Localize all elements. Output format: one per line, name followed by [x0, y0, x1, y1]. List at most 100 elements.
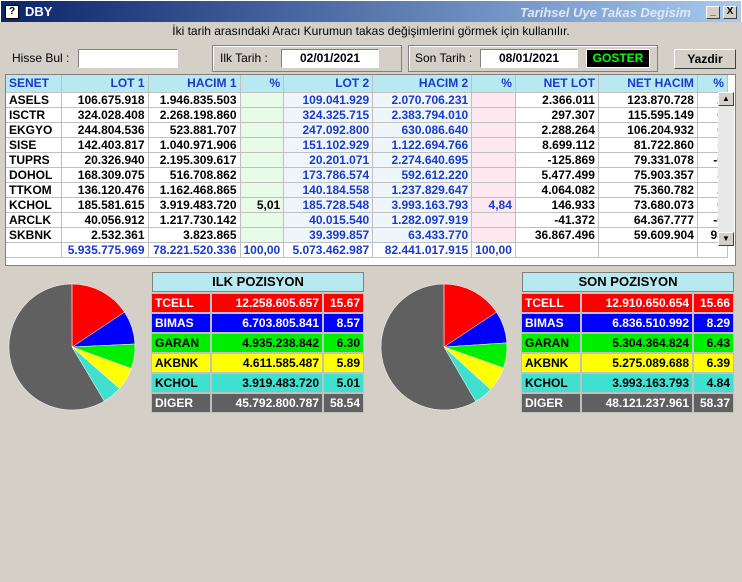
position-pct: 6.39 — [693, 353, 734, 373]
table-row[interactable]: SISE 142.403.817 1.040.971.906 151.102.929 1… — [6, 137, 728, 153]
goster-button[interactable]: GOSTER — [586, 49, 650, 68]
position-pct: 8.57 — [323, 313, 364, 333]
table-row[interactable]: ASELS 106.675.918 1.946.835.503 109.041.929… — [6, 92, 728, 108]
grid-cell: 8.699.112 — [515, 137, 599, 153]
grid-cell: 1.946.835.503 — [148, 92, 241, 108]
table-row[interactable]: KCHOL 185.581.615 3.919.483.720 5,01 185.728… — [6, 197, 728, 213]
grid-cell: 39.399.857 — [283, 227, 374, 243]
scroll-up-icon[interactable]: ▲ — [718, 92, 734, 106]
total-cell: 5.073.462.987 — [283, 242, 374, 258]
ilk-pozisyon-title: ILK POZISYON — [152, 272, 364, 292]
grid-cell: 136.120.476 — [61, 182, 149, 198]
table-row[interactable]: TTKOM 136.120.476 1.162.468.865 140.184.558… — [6, 182, 728, 198]
table-row[interactable]: TUPRS 20.326.940 2.195.309.617 20.201.071 2.… — [6, 152, 728, 168]
table-row[interactable]: DOHOL 168.309.075 516.708.862 173.786.574 59… — [6, 167, 728, 183]
grid-cell: EKGYO — [6, 122, 62, 138]
grid-cell: 324.028.408 — [61, 107, 149, 123]
window-title: Tarihsel Uye Takas Degisim — [519, 5, 691, 20]
position-name: KCHOL — [151, 373, 211, 393]
position-row: KCHOL 3.993.163.793 4.84 — [521, 373, 734, 393]
grid-cell: 1.237.829.647 — [372, 182, 473, 198]
ilk-pozisyon-table: TCELL 12.258.605.657 15.67 BIMAS 6.703.805.8… — [151, 293, 364, 413]
total-cell: 82.441.017.915 — [372, 242, 473, 258]
position-row: GARAN 4.935.238.842 6.30 — [151, 333, 364, 353]
grid-cell: 2.532.361 — [61, 227, 149, 243]
grid-header[interactable]: LOT 2 — [283, 75, 374, 93]
grid-cell — [471, 227, 516, 243]
grid-cell — [240, 137, 285, 153]
scroll-track[interactable] — [718, 106, 734, 232]
total-cell: 5.935.775.969 — [61, 242, 149, 258]
grid-cell: 4.064.082 — [515, 182, 599, 198]
grid-header[interactable]: HACIM 1 — [148, 75, 241, 93]
grid-header[interactable]: % — [697, 75, 728, 93]
position-row: BIMAS 6.703.805.841 8.57 — [151, 313, 364, 333]
ilk-tarih-label: Ilk Tarih : — [220, 51, 268, 65]
position-value: 4.611.585.487 — [211, 353, 323, 373]
yazdir-button[interactable]: Yazdir — [674, 49, 736, 69]
son-tarih-input[interactable]: 08/01/2021 — [480, 49, 578, 68]
grid-cell: 2.070.706.231 — [372, 92, 473, 108]
grid-cell: TTKOM — [6, 182, 62, 198]
grid-cell: 20.326.940 — [61, 152, 149, 168]
grid-cell: 75.360.782 — [598, 182, 698, 198]
total-cell: 100,00 — [471, 242, 516, 258]
grid-header[interactable]: NET HACIM — [598, 75, 698, 93]
ilk-tarih-group — [212, 45, 402, 72]
position-value: 3.919.483.720 — [211, 373, 323, 393]
grid-cell: 3.919.483.720 — [148, 197, 241, 213]
grid-cell — [471, 167, 516, 183]
minimize-button[interactable]: _ — [706, 6, 720, 19]
table-row[interactable]: EKGYO 244.804.536 523.881.707 247.092.800 63… — [6, 122, 728, 138]
grid-header[interactable]: LOT 1 — [61, 75, 149, 93]
grid-header[interactable]: NET LOT — [515, 75, 599, 93]
table-row[interactable]: SKBNK 2.532.361 3.823.865 39.399.857 63.433.… — [6, 227, 728, 243]
total-cell — [515, 242, 599, 258]
grid-cell: 40.056.912 — [61, 212, 149, 228]
grid-cell — [240, 167, 285, 183]
grid-cell — [471, 122, 516, 138]
total-cell: 100,00 — [240, 242, 285, 258]
grid-cell — [240, 92, 285, 108]
position-name: BIMAS — [151, 313, 211, 333]
position-name: TCELL — [521, 293, 581, 313]
grid-cell: KCHOL — [6, 197, 62, 213]
title-bar: ? DBY Tarihsel Uye Takas Degisim _ X — [0, 0, 742, 22]
grid-header[interactable]: SENET — [6, 75, 62, 93]
position-name: AKBNK — [151, 353, 211, 373]
grid-cell: 151.102.929 — [283, 137, 374, 153]
grid-cell: 1.122.694.766 — [372, 137, 473, 153]
grid-scrollbar[interactable]: ▲ ▼ — [718, 92, 734, 246]
ilk-tarih-input[interactable]: 02/01/2021 — [281, 49, 379, 68]
table-row[interactable]: ISCTR 324.028.408 2.268.198.860 324.325.715… — [6, 107, 728, 123]
table-row[interactable]: ARCLK 40.056.912 1.217.730.142 40.015.540 1.… — [6, 212, 728, 228]
position-name: GARAN — [151, 333, 211, 353]
grid-cell: 185.581.615 — [61, 197, 149, 213]
grid-cell: 2.366.011 — [515, 92, 599, 108]
grid-header[interactable]: % — [240, 75, 285, 93]
grid-cell: 3.823.865 — [148, 227, 241, 243]
close-button[interactable]: X — [723, 6, 737, 19]
grid-cell — [240, 107, 285, 123]
son-pozisyon-title: SON POZISYON — [522, 272, 734, 292]
total-cell: 78.221.520.336 — [148, 242, 241, 258]
grid-cell: 59.609.904 — [598, 227, 698, 243]
grid-cell: 146.933 — [515, 197, 599, 213]
grid-header[interactable]: % — [471, 75, 516, 93]
app-title: DBY — [25, 4, 53, 19]
grid-cell: 168.309.075 — [61, 167, 149, 183]
position-row: TCELL 12.910.650.654 15.66 — [521, 293, 734, 313]
position-pct: 15.67 — [323, 293, 364, 313]
ilk-pie-chart — [8, 283, 136, 411]
grid-cell: 4,84 — [471, 197, 516, 213]
data-grid[interactable]: SENET LOT 1 HACIM 1% LOT 2 HACIM 2% NET LOT NE… — [5, 74, 736, 266]
position-value: 6.703.805.841 — [211, 313, 323, 333]
position-row: KCHOL 3.919.483.720 5.01 — [151, 373, 364, 393]
hisse-search-input[interactable] — [78, 49, 178, 68]
grid-header[interactable]: HACIM 2 — [372, 75, 473, 93]
son-tarih-group — [408, 45, 658, 72]
grid-cell: 142.403.817 — [61, 137, 149, 153]
grid-cell: 5.477.499 — [515, 167, 599, 183]
position-value: 5.304.364.824 — [581, 333, 693, 353]
scroll-down-icon[interactable]: ▼ — [718, 232, 734, 246]
